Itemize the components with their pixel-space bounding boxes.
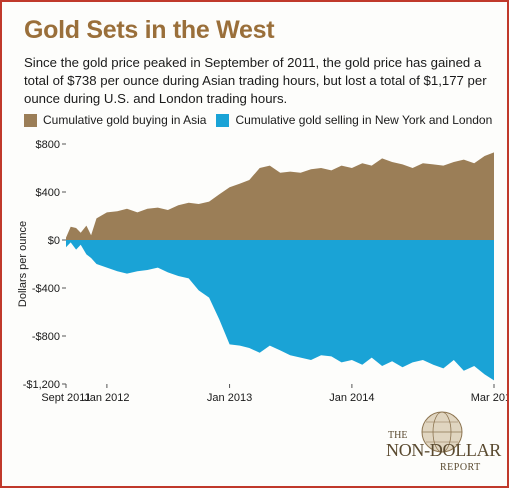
y-tick-label: $0 (48, 235, 60, 247)
x-tick-label: Jan 2013 (207, 392, 252, 404)
legend-label-buying: Cumulative gold buying in Asia (43, 113, 207, 127)
legend-label-selling: Cumulative gold selling in New York and … (235, 113, 493, 127)
x-tick-label: Mar 2015 (471, 392, 507, 404)
legend-item-selling: Cumulative gold selling in New York and … (216, 113, 492, 127)
legend-swatch-selling (216, 113, 230, 127)
logo-the: THE (388, 430, 408, 441)
logo-brand: NON-DOLLAR (386, 440, 501, 460)
logo-report: REPORT (440, 462, 481, 473)
y-tick-label: $800 (36, 139, 60, 151)
x-tick-label: Sept 2011 (41, 392, 90, 404)
globe-icon (421, 411, 463, 453)
chart-title: Gold Sets in the West (24, 16, 275, 44)
legend-item-buying: Cumulative gold buying in Asia (24, 113, 206, 127)
y-tick-label: -$1,200 (23, 379, 60, 391)
y-tick-label: -$800 (32, 331, 60, 343)
y-tick-label: $400 (36, 187, 60, 199)
legend: Cumulative gold buying in Asia Cumulativ… (24, 112, 502, 128)
x-tick-label: Jan 2014 (329, 392, 374, 404)
y-tick-label: -$400 (32, 283, 60, 295)
non-dollar-report-logo: THE NON-DOLLAR REPORT (380, 410, 501, 480)
x-tick-label: Jan 2012 (84, 392, 129, 404)
series-area-buying (66, 152, 494, 240)
legend-swatch-buying (24, 113, 37, 127)
y-axis-label: Dollars per ounce (17, 221, 29, 307)
chart-subtitle: Since the gold price peaked in September… (24, 55, 487, 106)
series-area-selling (66, 240, 494, 381)
